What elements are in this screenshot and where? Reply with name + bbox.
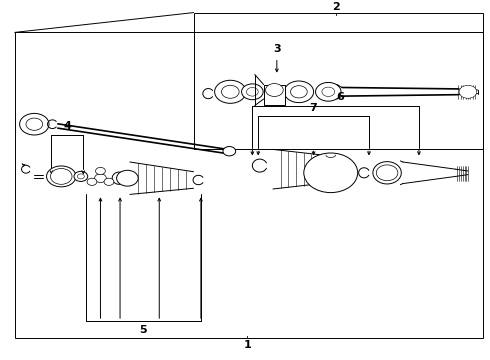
- Circle shape: [221, 85, 239, 98]
- Bar: [264, 85, 285, 105]
- Text: 2: 2: [332, 2, 340, 12]
- Text: 1: 1: [244, 340, 251, 350]
- Circle shape: [223, 147, 236, 156]
- Circle shape: [304, 153, 358, 193]
- Circle shape: [376, 165, 398, 181]
- Circle shape: [26, 118, 43, 130]
- Circle shape: [95, 174, 106, 183]
- Circle shape: [284, 81, 314, 103]
- Circle shape: [74, 171, 88, 181]
- Circle shape: [20, 113, 49, 135]
- Circle shape: [246, 87, 258, 96]
- Circle shape: [316, 82, 341, 101]
- Circle shape: [104, 178, 114, 185]
- Circle shape: [291, 86, 307, 98]
- Bar: [15, 32, 483, 338]
- Circle shape: [322, 87, 335, 96]
- Circle shape: [242, 84, 263, 100]
- Circle shape: [50, 168, 72, 184]
- Text: 5: 5: [140, 325, 147, 335]
- Ellipse shape: [47, 166, 76, 187]
- Circle shape: [87, 178, 97, 185]
- Text: 7: 7: [310, 103, 318, 113]
- Circle shape: [459, 85, 477, 98]
- Circle shape: [215, 80, 246, 103]
- Circle shape: [266, 84, 283, 96]
- Text: 4: 4: [63, 121, 72, 131]
- Circle shape: [96, 167, 105, 175]
- Text: 6: 6: [337, 92, 344, 102]
- Text: 3: 3: [273, 44, 281, 54]
- Circle shape: [77, 174, 84, 179]
- Circle shape: [117, 170, 138, 186]
- Ellipse shape: [373, 162, 401, 184]
- Bar: [194, 13, 483, 149]
